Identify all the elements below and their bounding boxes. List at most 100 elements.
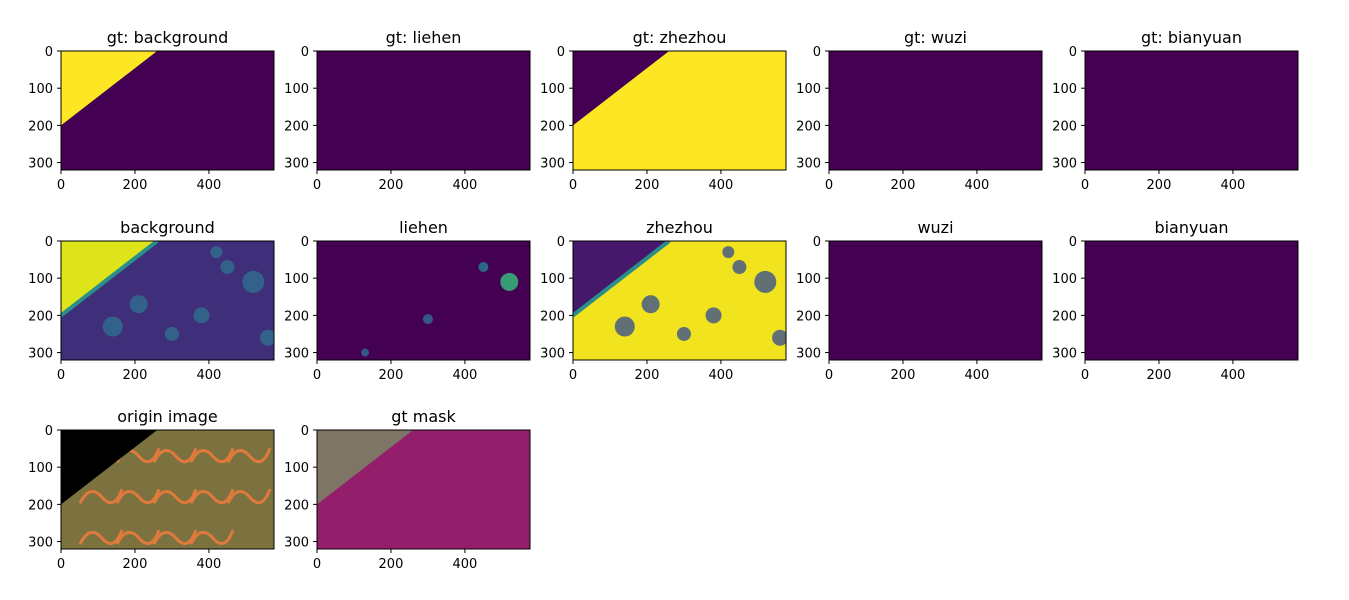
subplot-title: bianyuan xyxy=(1154,218,1228,237)
subplot: gt: wuzi 0 200 400 0 100 200 300 xyxy=(796,28,1043,193)
y-tick-label: 100 xyxy=(28,82,53,97)
y-tick-label: 200 xyxy=(284,309,309,324)
y-tick-label: 0 xyxy=(557,235,565,250)
circuit-trace xyxy=(189,529,235,546)
plot-frame xyxy=(1084,240,1299,361)
heatmap-image xyxy=(1085,241,1298,360)
subplot-title: wuzi xyxy=(917,218,953,237)
circuit-trace xyxy=(78,488,124,505)
subplot-title: origin image xyxy=(117,407,217,426)
plot-frame xyxy=(572,50,787,171)
x-tick-label: 400 xyxy=(1221,368,1246,383)
y-tick-label: 300 xyxy=(284,347,309,362)
image-fill xyxy=(829,51,1042,170)
y-tick-label: 100 xyxy=(1052,82,1077,97)
heatmap-image xyxy=(573,51,786,170)
y-tick-label: 300 xyxy=(28,157,53,172)
blob xyxy=(260,329,274,346)
y-tick-label: 100 xyxy=(796,272,821,287)
circuit-trace xyxy=(189,447,235,464)
spot xyxy=(500,272,519,291)
y-tick-label: 300 xyxy=(28,347,53,362)
x-tick-label: 200 xyxy=(891,178,916,193)
x-tick-label: 400 xyxy=(197,178,222,193)
x-tick-label: 400 xyxy=(453,557,478,572)
corner-region xyxy=(61,51,158,126)
y-tick-label: 200 xyxy=(1052,119,1077,134)
plot-frame xyxy=(60,429,275,550)
y-tick-label: 100 xyxy=(28,272,53,287)
subplot-title: gt: zhezhou xyxy=(633,28,727,47)
corner-region xyxy=(573,51,670,126)
x-tick-label: 200 xyxy=(123,178,148,193)
x-tick-label: 0 xyxy=(825,178,833,193)
subplot: gt: background 0 200 400 0 100 200 300 xyxy=(28,28,275,193)
x-tick-label: 400 xyxy=(709,178,734,193)
y-tick-label: 0 xyxy=(813,235,821,250)
subplot-title: gt: bianyuan xyxy=(1141,28,1242,47)
y-tick-label: 200 xyxy=(796,119,821,134)
subplot: background 0 200 400 0 100 200 300 xyxy=(28,218,275,383)
subplot-title: zhezhou xyxy=(646,218,713,237)
circuit-trace xyxy=(115,529,161,546)
x-tick-label: 200 xyxy=(379,178,404,193)
y-tick-label: 0 xyxy=(557,45,565,60)
image-fill xyxy=(317,241,530,360)
y-tick-label: 0 xyxy=(1069,235,1077,250)
y-tick-label: 100 xyxy=(540,82,565,97)
x-tick-label: 200 xyxy=(123,368,148,383)
plot-frame xyxy=(60,240,275,361)
x-tick-label: 200 xyxy=(891,368,916,383)
x-tick-label: 400 xyxy=(1221,178,1246,193)
subplot: gt: zhezhou 0 200 400 0 100 200 300 xyxy=(540,28,787,193)
y-tick-label: 300 xyxy=(1052,157,1077,172)
heatmap-image xyxy=(573,241,786,360)
circuit-trace xyxy=(152,488,198,505)
y-tick-label: 0 xyxy=(45,45,53,60)
x-tick-label: 0 xyxy=(57,368,65,383)
x-tick-label: 0 xyxy=(569,178,577,193)
blob xyxy=(210,246,223,259)
x-tick-label: 200 xyxy=(1147,368,1172,383)
circuit-trace xyxy=(115,488,161,505)
y-tick-label: 0 xyxy=(301,235,309,250)
subplot: origin image 0 200 400 0 100 200 300 xyxy=(28,407,275,572)
subplot: zhezhou 0 200 400 0 100 200 300 xyxy=(540,218,787,383)
spot xyxy=(478,262,489,273)
image-fill xyxy=(1085,241,1298,360)
y-tick-label: 200 xyxy=(540,309,565,324)
plot-frame xyxy=(316,50,531,171)
circuit-trace xyxy=(78,529,124,546)
y-tick-label: 0 xyxy=(45,424,53,439)
blob xyxy=(676,326,691,341)
plot-frame xyxy=(316,240,531,361)
subplot-title: liehen xyxy=(399,218,448,237)
y-tick-label: 0 xyxy=(301,424,309,439)
y-tick-label: 100 xyxy=(1052,272,1077,287)
x-tick-label: 200 xyxy=(123,557,148,572)
circuit-trace xyxy=(226,447,272,464)
plot-frame xyxy=(316,429,531,550)
corner-region xyxy=(317,430,414,505)
blob xyxy=(772,329,786,346)
y-tick-label: 200 xyxy=(540,119,565,134)
boundary-edge xyxy=(573,241,671,317)
x-tick-label: 400 xyxy=(197,368,222,383)
y-tick-label: 100 xyxy=(284,272,309,287)
blob xyxy=(754,270,777,293)
y-tick-label: 0 xyxy=(301,45,309,60)
heatmap-image xyxy=(61,51,274,170)
y-tick-label: 200 xyxy=(28,498,53,513)
subplot: gt: bianyuan 0 200 400 0 100 200 300 xyxy=(1052,28,1299,193)
y-tick-label: 0 xyxy=(45,235,53,250)
x-tick-label: 0 xyxy=(313,178,321,193)
subplot-title: gt: background xyxy=(107,28,229,47)
heatmap-image xyxy=(317,430,530,549)
x-tick-label: 0 xyxy=(313,557,321,572)
x-tick-label: 400 xyxy=(453,368,478,383)
plot-frame xyxy=(60,50,275,171)
y-tick-label: 100 xyxy=(284,82,309,97)
x-tick-label: 400 xyxy=(709,368,734,383)
blob xyxy=(220,260,235,275)
